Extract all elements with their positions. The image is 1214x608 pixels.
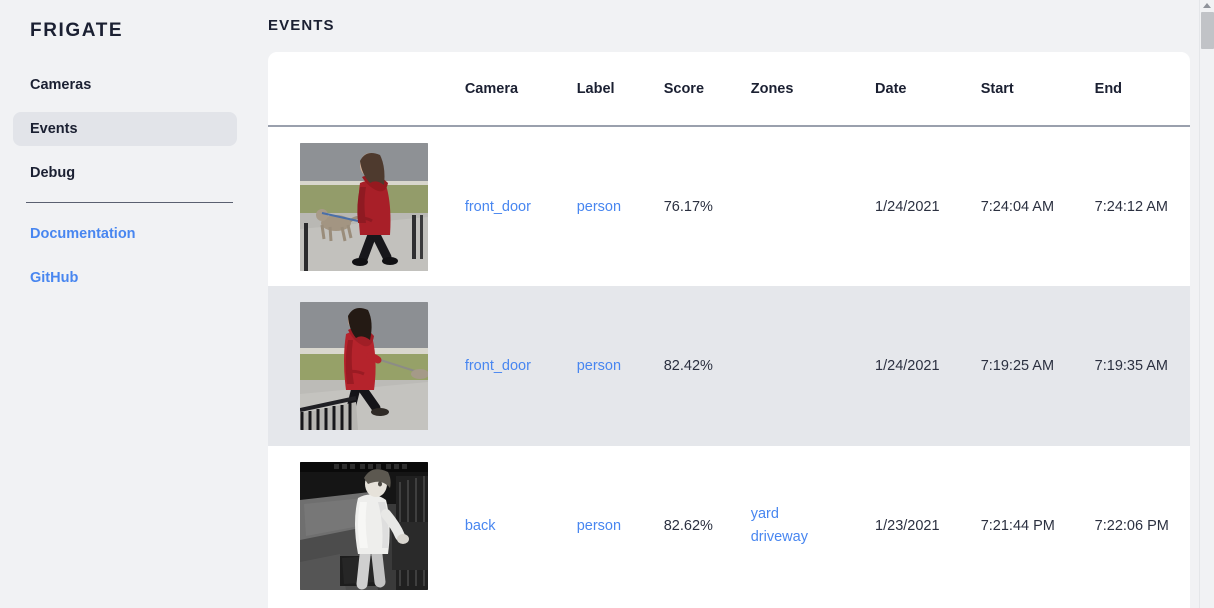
page-title: EVENTS <box>268 17 335 34</box>
event-label-cell: person <box>577 446 664 606</box>
event-thumbnail[interactable] <box>300 302 428 430</box>
column-header-thumbnail <box>268 52 465 127</box>
event-label-cell: person <box>577 126 664 286</box>
event-zones-cell: yard driveway <box>751 446 875 606</box>
scrollbar-thumb[interactable] <box>1201 12 1214 49</box>
event-start-cell: 7:24:04 AM <box>980 198 1055 215</box>
events-card: Camera Label Score Zones Date Start End <box>268 52 1190 608</box>
event-end-cell: 7:19:35 AM <box>1094 358 1169 374</box>
event-zones-cell <box>751 126 875 286</box>
event-camera-link[interactable]: back <box>464 518 496 534</box>
events-table-body: front_door person 76.17% 1/24/2021 7:24:… <box>268 126 1190 606</box>
main-content: EVENTS Camera Label Score Zones Date Sta… <box>250 0 1214 608</box>
event-date-cell: 1/23/2021 <box>875 518 940 534</box>
event-label-link[interactable]: person <box>576 198 622 215</box>
event-camera-cell: back <box>465 446 577 606</box>
sidebar-item-events[interactable]: Events <box>13 111 237 146</box>
event-thumbnail-cell[interactable] <box>268 286 465 446</box>
event-thumbnail-cell[interactable] <box>268 446 465 606</box>
event-start-cell: 7:19:25 AM <box>980 358 1055 374</box>
table-row[interactable]: front_door person 76.17% 1/24/2021 7:24:… <box>268 126 1190 286</box>
table-header-row: Camera Label Score Zones Date Start End <box>268 52 1190 127</box>
event-thumbnail[interactable] <box>300 462 428 590</box>
event-score-cell: 76.17% <box>663 198 713 215</box>
column-header-date[interactable]: Date <box>875 52 981 127</box>
event-label-link[interactable]: person <box>576 358 622 374</box>
event-label-cell: person <box>577 286 664 446</box>
event-label-link[interactable]: person <box>576 518 622 534</box>
event-zone-link-yard[interactable]: yard <box>750 505 779 522</box>
table-row[interactable]: front_door person 82.42% 1/24/2021 7:19:… <box>268 286 1190 446</box>
column-header-zones[interactable]: Zones <box>750 52 876 127</box>
sidebar-item-cameras[interactable]: Cameras <box>30 76 92 93</box>
column-header-score[interactable]: Score <box>663 52 751 127</box>
sidebar-item-debug[interactable]: Debug <box>30 164 76 181</box>
events-table-head: Camera Label Score Zones Date Start End <box>268 52 1190 127</box>
event-zone-link-driveway[interactable]: driveway <box>750 529 808 545</box>
event-thumbnail[interactable] <box>300 142 428 271</box>
event-date-cell: 1/24/2021 <box>875 198 940 215</box>
event-camera-link[interactable]: front_door <box>464 198 531 215</box>
events-table: Camera Label Score Zones Date Start End <box>268 52 1190 606</box>
event-zones-cell <box>751 286 875 446</box>
app-logo-title: FRIGATE <box>30 20 124 41</box>
event-camera-cell: front_door <box>465 286 577 446</box>
triangle-up-icon[interactable] <box>1203 3 1211 8</box>
sidebar-divider <box>26 201 233 203</box>
sidebar: FRIGATE Cameras Events Debug Documentati… <box>0 0 250 608</box>
event-end-cell: 7:24:12 AM <box>1094 198 1169 215</box>
sidebar-link-documentation[interactable]: Documentation <box>30 225 136 242</box>
event-date-cell: 1/24/2021 <box>875 358 940 374</box>
column-header-start[interactable]: Start <box>980 52 1095 127</box>
event-start-cell: 7:21:44 PM <box>980 518 1055 534</box>
sidebar-link-github[interactable]: GitHub <box>30 269 79 286</box>
table-row[interactable]: back person 82.62% yard driveway 1/23/20… <box>268 446 1190 606</box>
event-score-cell: 82.42% <box>663 358 713 374</box>
event-thumbnail-cell[interactable] <box>268 126 465 286</box>
event-end-cell: 7:22:06 PM <box>1094 518 1169 534</box>
column-header-label[interactable]: Label <box>576 52 664 127</box>
event-camera-link[interactable]: front_door <box>464 358 531 374</box>
vertical-scrollbar[interactable] <box>1199 0 1214 608</box>
event-camera-cell: front_door <box>465 126 577 286</box>
sidebar-nav: Cameras Events Debug Documentation GitHu… <box>13 68 237 295</box>
column-header-camera[interactable]: Camera <box>464 52 577 127</box>
event-score-cell: 82.62% <box>663 518 713 534</box>
column-header-end[interactable]: End <box>1094 52 1190 127</box>
